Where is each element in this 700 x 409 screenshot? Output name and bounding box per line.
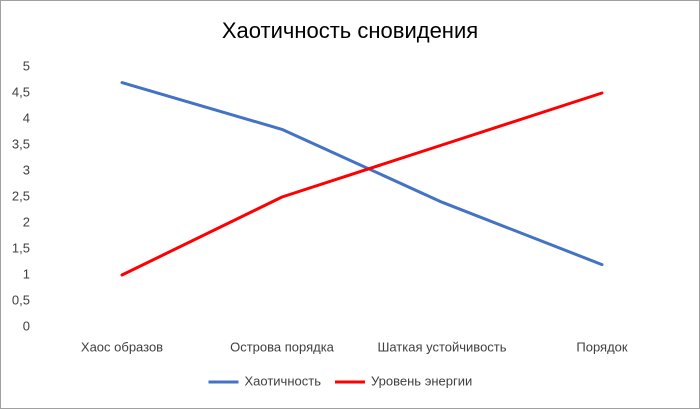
series-line xyxy=(120,81,604,267)
x-tick-label: Хаос образов xyxy=(81,339,163,354)
legend-label: Хаотичность xyxy=(245,373,322,388)
y-tick-label: 3 xyxy=(23,162,30,177)
y-tick-label: 2 xyxy=(23,214,30,229)
y-tick-label: 5 xyxy=(23,58,30,73)
x-tick-label: Острова порядка xyxy=(230,339,335,354)
y-tick-label: 0,5 xyxy=(12,292,30,307)
y-tick-label: 3,5 xyxy=(12,136,30,151)
x-tick-label: Шаткая устойчивость xyxy=(377,339,506,354)
y-tick-label: 1,5 xyxy=(12,240,30,255)
legend-label: Уровень энергии xyxy=(371,373,472,388)
y-tick-label: 1 xyxy=(23,266,30,281)
y-tick-label: 0 xyxy=(23,318,30,333)
y-tick-label: 4,5 xyxy=(12,84,30,99)
x-tick-label: Порядок xyxy=(576,339,628,354)
chart-title: Хаотичность сновидения xyxy=(222,18,478,43)
y-tick-label: 2,5 xyxy=(12,188,30,203)
series-line xyxy=(120,91,604,277)
y-tick-label: 4 xyxy=(23,110,30,125)
